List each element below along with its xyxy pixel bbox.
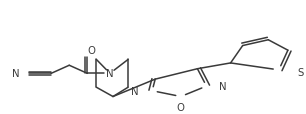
Text: O: O: [177, 102, 185, 112]
Text: N: N: [131, 86, 139, 96]
Text: N: N: [12, 69, 20, 79]
Text: N: N: [106, 69, 114, 79]
Text: N: N: [218, 81, 226, 91]
Text: S: S: [297, 68, 303, 78]
Text: O: O: [88, 46, 96, 56]
